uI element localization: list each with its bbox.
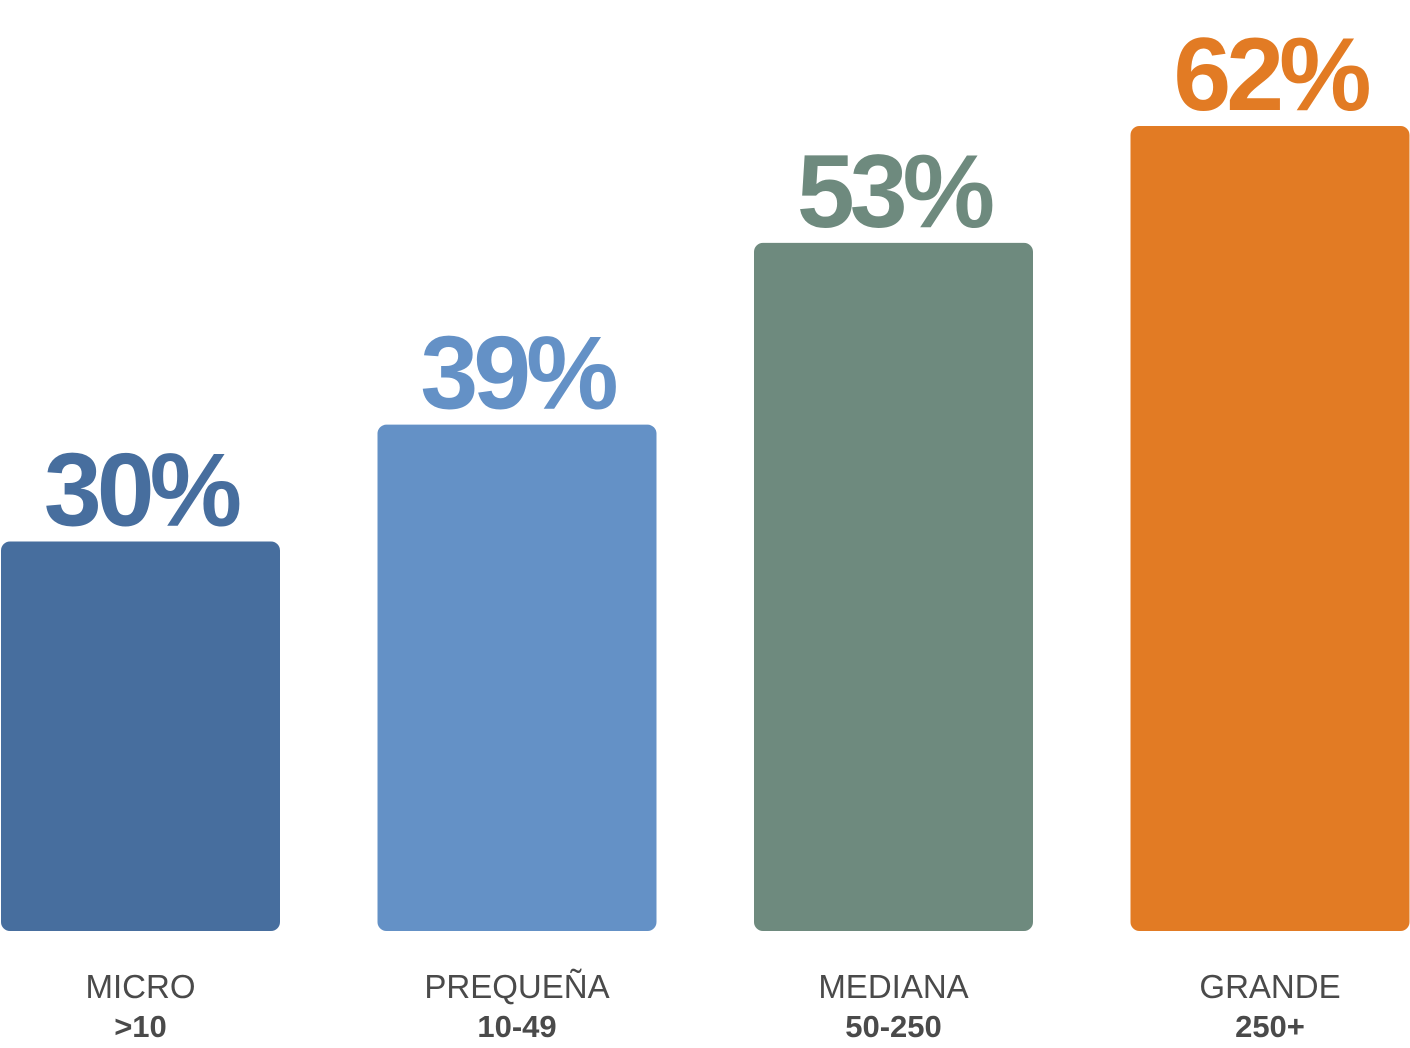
data-label: 39% [420,316,616,432]
data-label: 62% [1173,17,1369,133]
bar-micro [1,541,280,931]
value-labels-group: 30% 39% 53% 62% [44,17,1374,548]
bars-group [1,126,1410,931]
category-label: PREQUEÑA [424,968,609,1005]
bar-mediana [754,242,1033,931]
category-range-label: 250+ [1235,1009,1305,1044]
bar-prequeña [377,424,657,931]
data-label: 30% [44,432,240,548]
bar-grande [1130,126,1410,931]
category-label: MICRO [86,968,196,1005]
category-range-label: 10-49 [477,1009,556,1044]
category-label: GRANDE [1199,968,1340,1005]
category-labels-group: MICRO >10 PREQUEÑA 10-49 MEDIANA 50-250 GRANDE… [86,968,1341,1044]
category-range-label: >10 [114,1009,167,1044]
category-label: MEDIANA [818,968,968,1005]
category-range-label: 50-250 [845,1009,942,1044]
data-label: 53% [797,134,993,250]
